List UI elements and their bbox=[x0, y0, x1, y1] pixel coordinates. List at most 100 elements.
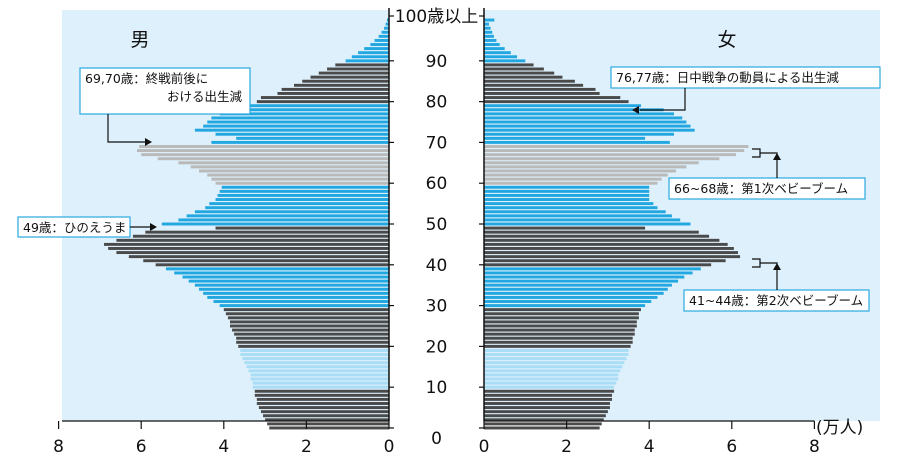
male-bar bbox=[252, 385, 389, 389]
female-label: 女 bbox=[717, 29, 736, 51]
male-bar bbox=[157, 157, 389, 161]
male-bar bbox=[219, 189, 389, 193]
male-bar bbox=[116, 251, 390, 255]
annotation-text: おける出生減 bbox=[167, 89, 243, 104]
female-bar bbox=[484, 38, 497, 42]
female-bar bbox=[484, 43, 500, 46]
male-bar bbox=[351, 55, 389, 59]
female-bar bbox=[484, 112, 674, 116]
male-bar bbox=[215, 226, 389, 230]
male-bar bbox=[384, 26, 389, 30]
male-bar bbox=[310, 75, 389, 79]
male-bar bbox=[252, 381, 389, 385]
female-bar bbox=[484, 353, 629, 357]
age-tick-label: 80 bbox=[426, 93, 448, 113]
female-bar bbox=[484, 91, 600, 95]
male-bar bbox=[246, 365, 389, 369]
female-bar bbox=[484, 185, 650, 189]
male-bar bbox=[199, 169, 389, 173]
male-bar bbox=[155, 263, 389, 267]
female-bar bbox=[484, 312, 639, 316]
male-bar bbox=[215, 181, 389, 185]
male-bar bbox=[207, 173, 389, 177]
male-bar bbox=[227, 108, 389, 112]
female-bar bbox=[484, 267, 701, 271]
male-label: 男 bbox=[130, 29, 149, 51]
female-bars bbox=[484, 18, 749, 430]
male-x-tick-label: 6 bbox=[136, 437, 147, 457]
male-bar bbox=[174, 271, 389, 275]
age-tick-label: 30 bbox=[426, 297, 448, 317]
arrow-female-4144 bbox=[773, 263, 781, 270]
female-bar bbox=[484, 34, 494, 38]
female-bar bbox=[484, 332, 635, 336]
male-bar bbox=[381, 30, 389, 34]
male-bar bbox=[234, 332, 389, 336]
male-bar bbox=[203, 124, 389, 128]
female-bar bbox=[484, 71, 555, 75]
male-bar bbox=[215, 132, 389, 136]
male-bar bbox=[217, 193, 389, 197]
annotation-box bbox=[610, 66, 881, 89]
male-bar bbox=[182, 275, 389, 279]
male-bar bbox=[139, 145, 389, 148]
female-bar bbox=[484, 198, 650, 201]
male-bar bbox=[256, 100, 389, 104]
male-bar bbox=[236, 340, 389, 344]
female-bar bbox=[484, 328, 635, 332]
male-bar bbox=[132, 234, 389, 238]
female-bar bbox=[484, 251, 738, 255]
female-bar bbox=[484, 402, 610, 405]
male-x-tick-label: 2 bbox=[301, 437, 312, 457]
male-bar bbox=[256, 402, 389, 405]
female-x-tick-label: 6 bbox=[726, 437, 737, 457]
female-bar bbox=[484, 410, 608, 414]
female-bar bbox=[484, 230, 699, 234]
male-bar bbox=[199, 287, 389, 291]
female-bar bbox=[484, 51, 511, 55]
female-x-tick-label: 8 bbox=[809, 437, 820, 457]
age-tick-label: 20 bbox=[426, 337, 448, 357]
male-bar bbox=[211, 116, 389, 120]
male-bar bbox=[145, 230, 389, 234]
female-bar bbox=[484, 173, 668, 177]
male-bar bbox=[213, 300, 389, 303]
female-bar bbox=[484, 300, 652, 303]
female-bar bbox=[484, 295, 658, 299]
male-bar bbox=[232, 328, 389, 332]
female-bar bbox=[484, 348, 629, 352]
age-tick-label: 60 bbox=[426, 174, 448, 194]
male-bar bbox=[188, 279, 389, 283]
male-bar bbox=[318, 71, 389, 75]
female-bar bbox=[484, 83, 584, 87]
female-bar bbox=[484, 210, 666, 214]
male-bar bbox=[209, 202, 389, 206]
male-bar bbox=[205, 206, 389, 210]
male-bar bbox=[240, 348, 389, 352]
female-bar bbox=[484, 271, 693, 275]
female-bar bbox=[484, 87, 596, 91]
male-bar bbox=[242, 357, 389, 361]
female-bar bbox=[484, 393, 613, 397]
male-bar bbox=[161, 222, 389, 226]
annotation-text: 41~44歳：第2次ベビーブーム bbox=[689, 293, 863, 308]
female-bar bbox=[484, 132, 674, 136]
female-bar bbox=[484, 67, 544, 71]
age-tick-label: 50 bbox=[426, 215, 448, 235]
male-bar bbox=[116, 238, 390, 242]
female-bar bbox=[484, 344, 631, 348]
female-bar bbox=[484, 418, 604, 422]
female-bar bbox=[484, 324, 637, 328]
female-bar bbox=[484, 22, 489, 26]
age-tick-label: 0 bbox=[431, 429, 442, 449]
male-bar bbox=[211, 140, 389, 144]
male-bar bbox=[223, 308, 389, 312]
male-bar bbox=[227, 316, 389, 320]
male-bar bbox=[250, 377, 389, 381]
female-bar bbox=[484, 75, 563, 79]
annotation-text: 66~68歳：第1次ベビーブーム bbox=[674, 181, 848, 196]
male-bar bbox=[260, 410, 389, 414]
female-bar bbox=[484, 116, 683, 120]
annotation-text: 69,70歳：終戦前後に bbox=[85, 71, 208, 86]
